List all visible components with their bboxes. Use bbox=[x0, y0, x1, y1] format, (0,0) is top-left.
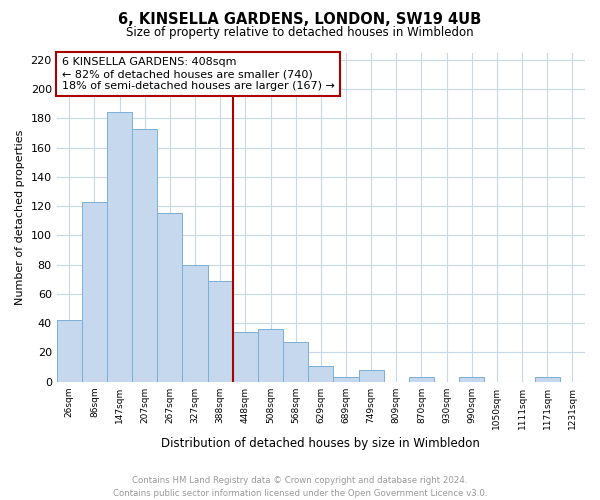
Text: 6, KINSELLA GARDENS, LONDON, SW19 4UB: 6, KINSELLA GARDENS, LONDON, SW19 4UB bbox=[118, 12, 482, 28]
Y-axis label: Number of detached properties: Number of detached properties bbox=[15, 130, 25, 305]
Bar bbox=[157, 214, 182, 382]
Bar bbox=[182, 264, 208, 382]
Bar bbox=[535, 378, 560, 382]
Bar bbox=[233, 332, 258, 382]
Bar bbox=[132, 128, 157, 382]
Bar bbox=[208, 280, 233, 382]
Bar bbox=[283, 342, 308, 382]
Bar bbox=[258, 329, 283, 382]
Bar bbox=[82, 202, 107, 382]
Bar bbox=[334, 378, 359, 382]
Bar bbox=[308, 366, 334, 382]
Text: 6 KINSELLA GARDENS: 408sqm
← 82% of detached houses are smaller (740)
18% of sem: 6 KINSELLA GARDENS: 408sqm ← 82% of deta… bbox=[62, 58, 335, 90]
Bar bbox=[409, 378, 434, 382]
X-axis label: Distribution of detached houses by size in Wimbledon: Distribution of detached houses by size … bbox=[161, 437, 480, 450]
Bar bbox=[107, 112, 132, 382]
Text: Size of property relative to detached houses in Wimbledon: Size of property relative to detached ho… bbox=[126, 26, 474, 39]
Text: Contains HM Land Registry data © Crown copyright and database right 2024.
Contai: Contains HM Land Registry data © Crown c… bbox=[113, 476, 487, 498]
Bar bbox=[359, 370, 384, 382]
Bar bbox=[56, 320, 82, 382]
Bar bbox=[459, 378, 484, 382]
